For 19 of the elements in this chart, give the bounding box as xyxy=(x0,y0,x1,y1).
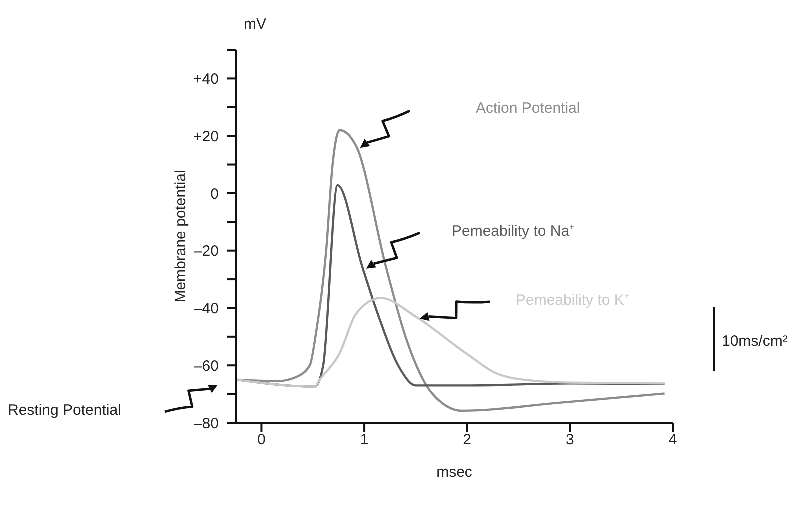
y-tick-label: –40 xyxy=(194,300,219,318)
x-tick-label: 4 xyxy=(668,432,678,449)
y-tick-label: –20 xyxy=(194,243,219,260)
x-axis-title: msec xyxy=(436,464,473,481)
text: Action Potential xyxy=(476,100,580,117)
x-tick-label: 3 xyxy=(566,432,574,449)
y-axis-title: Membrane potential xyxy=(172,170,190,303)
y-tick-label: 0 xyxy=(210,186,219,203)
y-tick-label: –80 xyxy=(194,415,219,432)
text: 10ms/cm² xyxy=(722,333,788,350)
y-tick-label: –60 xyxy=(194,358,219,375)
x-tick-label: 2 xyxy=(463,432,472,449)
text: Resting Potential xyxy=(8,402,122,419)
x-tick-label: 1 xyxy=(360,432,369,449)
y-tick-label: +20 xyxy=(194,128,219,146)
x-tick-label: 0 xyxy=(258,432,266,449)
text: mV xyxy=(244,16,266,33)
text: Pemeability to Na⁺ xyxy=(452,222,575,240)
y-tick-label: +40 xyxy=(194,71,219,88)
